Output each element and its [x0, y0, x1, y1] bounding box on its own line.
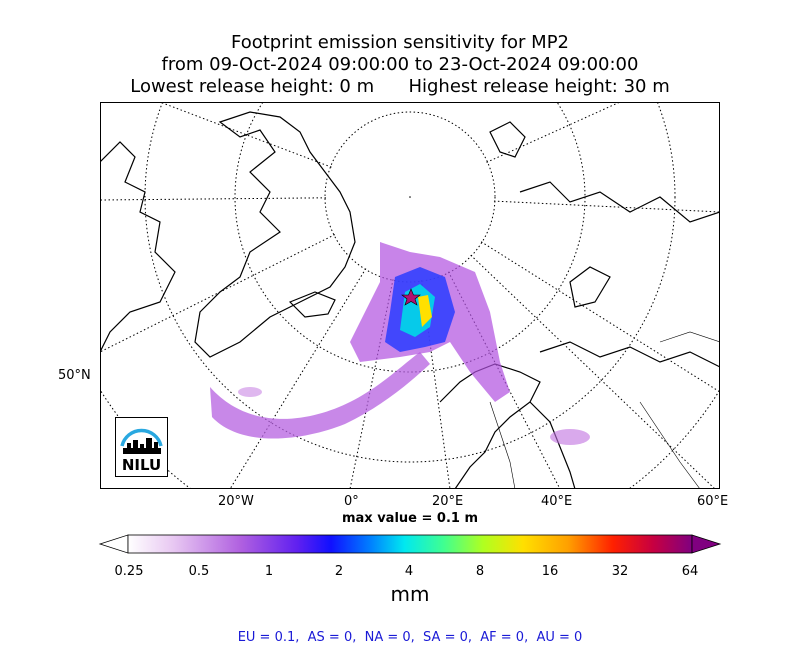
colorbar-extend-low	[98, 534, 129, 554]
title-line-3: Lowest release height: 0 m Highest relea…	[130, 76, 670, 97]
logo-graphic	[120, 428, 163, 454]
region-summary: EU = 0.1, AS = 0, NA = 0, SA = 0, AF = 0…	[237, 630, 583, 645]
greenland-coast	[194, 111, 356, 358]
title-line-2: from 09-Oct-2024 09:00:00 to 23-Oct-2024…	[161, 54, 639, 75]
colorbar-tick: 16	[541, 564, 559, 579]
colorbar-tick: 2	[334, 564, 344, 579]
plume-tail	[210, 352, 430, 439]
footprint-map	[100, 102, 720, 489]
colorbar	[98, 534, 722, 554]
colorbar-tick: 64	[681, 564, 699, 579]
lon-label-20e: 20°E	[432, 494, 464, 509]
lon-label-0: 0°	[344, 494, 359, 509]
logo-building	[123, 448, 161, 454]
logo-building	[133, 440, 138, 448]
canada-arctic-coast	[100, 141, 176, 353]
svalbard-coast	[489, 121, 526, 158]
map-border	[100, 102, 720, 489]
footprint-plume	[210, 242, 590, 445]
pole-dot	[409, 196, 411, 198]
colorbar-tick: 8	[475, 564, 485, 579]
plume-patch	[550, 429, 590, 445]
country-border	[639, 401, 701, 489]
meridian	[409, 102, 621, 198]
release-site-star	[401, 288, 421, 306]
max-value-label: max value = 0.1 m	[341, 511, 479, 526]
colorbar-unit: mm	[390, 582, 430, 606]
logo-building	[140, 444, 144, 448]
colorbar-tick: 0.25	[114, 564, 144, 579]
country-border	[659, 331, 720, 343]
plume-patch	[238, 387, 262, 397]
colorbar-tick: 4	[404, 564, 414, 579]
country-border	[489, 401, 516, 489]
lon-label-60e: 60°E	[697, 494, 729, 509]
logo-building	[146, 438, 152, 448]
coastlines	[100, 111, 720, 489]
lon-label-40e: 40°E	[541, 494, 573, 509]
colorbar-tick: 0.5	[188, 564, 210, 579]
logo-building	[154, 442, 158, 448]
meridian	[100, 196, 411, 353]
colorbar-tick: 1	[264, 564, 274, 579]
iceland-coast	[288, 291, 336, 318]
baltic-coast	[529, 401, 576, 489]
plume-core	[418, 295, 432, 327]
nilu-logo: NILU	[115, 417, 168, 477]
siberia-coast	[519, 181, 720, 223]
logo-arc	[120, 428, 163, 447]
country-borders	[489, 331, 720, 489]
logo-text: NILU	[121, 456, 162, 474]
colorbar-tick: 32	[611, 564, 629, 579]
title-line-1: Footprint emission sensitivity for MP2	[230, 32, 569, 53]
lon-label-20w: 20°W	[218, 494, 254, 509]
russia-coast	[539, 341, 720, 368]
novaya-zemlya-coast	[569, 266, 611, 308]
lat-label-50n: 50°N	[58, 368, 91, 383]
logo-building	[127, 443, 131, 448]
colorbar-extend-high	[691, 534, 722, 554]
latitude-circle	[144, 102, 676, 463]
colorbar-gradient	[127, 534, 693, 554]
